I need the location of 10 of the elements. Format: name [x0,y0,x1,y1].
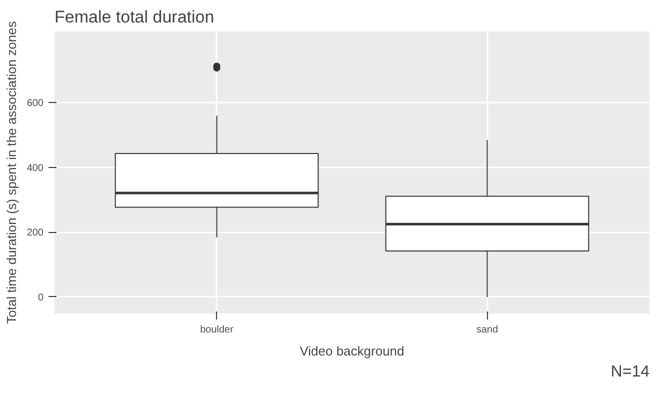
y-tick-label: 600 [26,98,44,110]
chart-title: Female total duration [54,8,214,26]
text: N=14 [610,364,650,380]
x-tick-label: boulder [200,324,234,336]
y-tick-label: 200 [26,228,44,239]
x-tick-label: sand [476,324,498,336]
x-axis-title: Video background [300,344,404,358]
y-axis-title: Total time duration (s) spent in the association zones [4,20,19,324]
y-tick-label: 400 [26,162,44,174]
y-tick-label: 0 [38,292,44,304]
